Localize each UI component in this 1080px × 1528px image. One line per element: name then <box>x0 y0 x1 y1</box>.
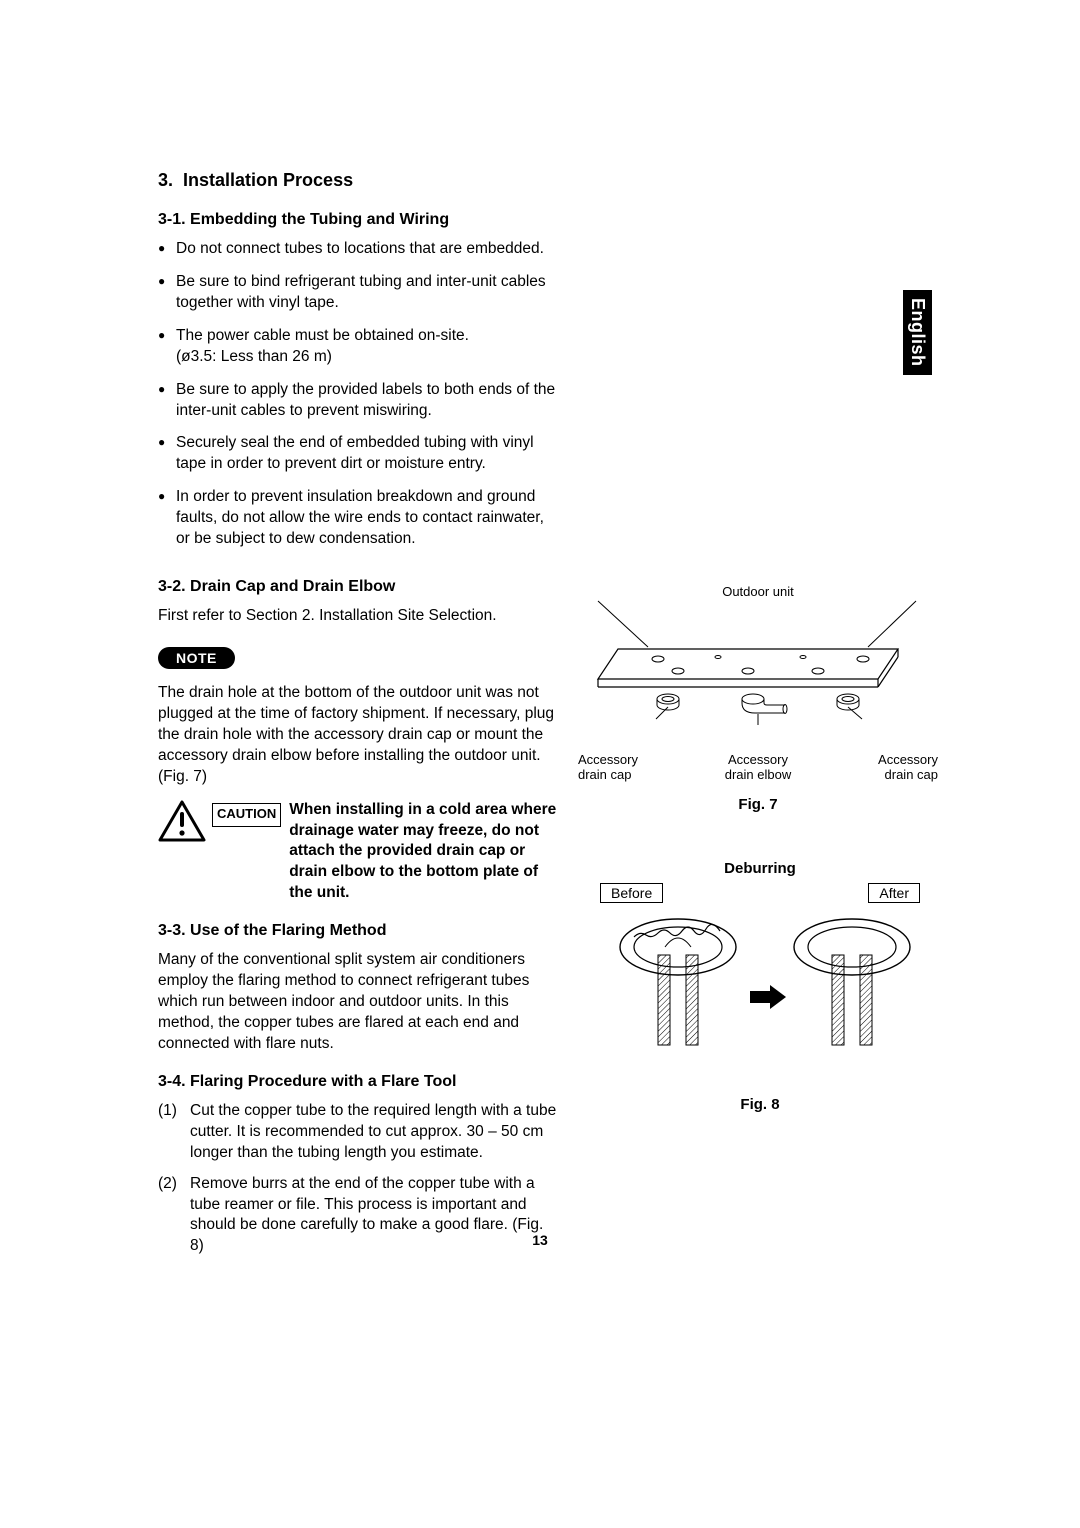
fig7-outdoor-unit-label: Outdoor unit <box>578 584 938 599</box>
figure-8: Deburring Before After <box>600 860 920 1113</box>
bullet-item: Be sure to apply the provided labels to … <box>158 380 558 422</box>
caution-block: CAUTION When installing in a cold area w… <box>158 800 558 905</box>
heading-3-2: 3-2. Drain Cap and Drain Elbow <box>158 578 558 596</box>
heading-3-3: 3-3. Use of the Flaring Method <box>158 922 558 940</box>
fig8-after-label: After <box>868 883 920 903</box>
intro-3-2: First refer to Section 2. Installation S… <box>158 606 558 627</box>
bullet-item: The power cable must be obtained on-site… <box>158 326 558 368</box>
note-badge: NOTE <box>158 647 235 669</box>
section-number: 3. <box>158 170 173 190</box>
fig8-before-after-row: Before After <box>600 883 920 903</box>
body-3-3: Many of the conventional split system ai… <box>158 950 558 1055</box>
fig8-before-label: Before <box>600 883 663 903</box>
caution-label: CAUTION <box>212 803 281 827</box>
fig7-caption: Fig. 7 <box>578 796 938 813</box>
fig7-diagram <box>578 599 938 749</box>
fig7-cap-right-label: Accessory drain cap <box>818 752 938 782</box>
section-title: 3. Installation Process <box>158 170 558 191</box>
fig8-caption: Fig. 8 <box>600 1096 920 1113</box>
section-name: Installation Process <box>183 170 353 190</box>
warning-triangle-icon <box>158 800 206 842</box>
heading-3-1: 3-1. Embedding the Tubing and Wiring <box>158 211 558 229</box>
item-text: Cut the copper tube to the required leng… <box>190 1102 556 1161</box>
language-tab: English <box>903 290 932 375</box>
main-text-column: 3. Installation Process 3-1. Embedding t… <box>158 170 558 1267</box>
caution-text: When installing in a cold area where dra… <box>289 800 558 905</box>
fig7-elbow-label: Accessory drain elbow <box>698 752 818 782</box>
fig8-diagram <box>600 907 920 1077</box>
bullets-3-1: Do not connect tubes to locations that a… <box>158 239 558 550</box>
bullet-item: Securely seal the end of embedded tubing… <box>158 433 558 475</box>
figure-7: Outdoor unit <box>578 584 938 813</box>
bullet-item: In order to prevent insulation breakdown… <box>158 487 558 550</box>
fig7-cap-left-label: Accessory drain cap <box>578 752 698 782</box>
arrow-icon <box>750 985 786 1009</box>
item-number: (2) <box>158 1174 177 1195</box>
heading-3-4: 3-4. Flaring Procedure with a Flare Tool <box>158 1073 558 1091</box>
bullet-item: Be sure to bind refrigerant tubing and i… <box>158 272 558 314</box>
item-number: (1) <box>158 1101 177 1122</box>
bullet-item: Do not connect tubes to locations that a… <box>158 239 558 260</box>
page-number: 13 <box>0 1232 1080 1248</box>
note-body: The drain hole at the bottom of the outd… <box>158 683 558 788</box>
list-item: (1) Cut the copper tube to the required … <box>158 1101 558 1164</box>
fig8-title: Deburring <box>600 860 920 877</box>
